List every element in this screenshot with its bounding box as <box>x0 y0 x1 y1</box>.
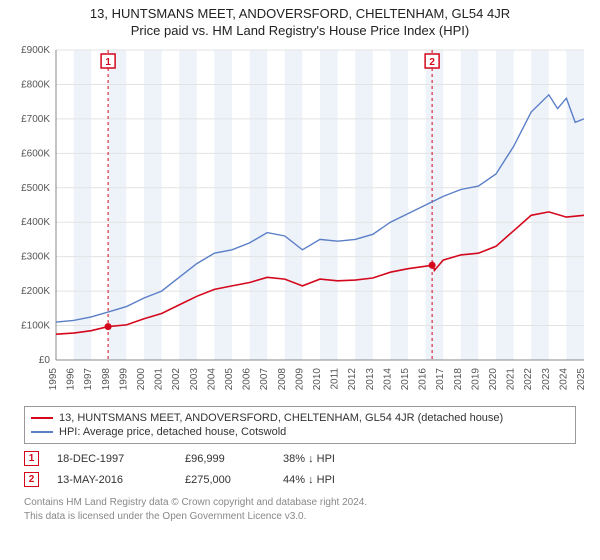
x-tick-label: 2012 <box>347 368 358 391</box>
footer-line1: Contains HM Land Registry data © Crown c… <box>24 496 576 510</box>
legend-row: HPI: Average price, detached house, Cots… <box>31 425 569 439</box>
title-address: 13, HUNTSMANS MEET, ANDOVERSFORD, CHELTE… <box>0 6 600 21</box>
x-tick-label: 2004 <box>206 368 217 391</box>
x-tick-label: 2000 <box>136 368 147 391</box>
sale-marker-number: 2 <box>429 57 435 68</box>
x-tick-label: 1996 <box>66 368 77 391</box>
sale-price: £275,000 <box>185 474 265 486</box>
y-tick-label: £300K <box>21 252 50 263</box>
sale-row-marker: 1 <box>24 451 39 466</box>
y-tick-label: £600K <box>21 148 50 159</box>
legend-label: 13, HUNTSMANS MEET, ANDOVERSFORD, CHELTE… <box>59 412 503 424</box>
x-tick-label: 2025 <box>576 368 587 391</box>
x-tick-label: 2008 <box>277 368 288 391</box>
x-tick-label: 2009 <box>294 368 305 391</box>
legend-row: 13, HUNTSMANS MEET, ANDOVERSFORD, CHELTE… <box>31 411 569 425</box>
x-tick-label: 1998 <box>101 368 112 391</box>
x-tick-label: 2021 <box>506 368 517 391</box>
sale-marker-number: 1 <box>105 57 111 68</box>
y-tick-label: £700K <box>21 114 50 125</box>
x-tick-label: 1997 <box>83 368 94 391</box>
legend-swatch <box>31 417 53 419</box>
legend-label: HPI: Average price, detached house, Cots… <box>59 426 286 438</box>
y-tick-label: £200K <box>21 286 50 297</box>
sale-dot <box>429 262 436 269</box>
sale-row: 1 18-DEC-1997 £96,999 38% ↓ HPI <box>24 448 576 469</box>
sale-row: 2 13-MAY-2016 £275,000 44% ↓ HPI <box>24 469 576 490</box>
x-tick-label: 2002 <box>171 368 182 391</box>
chart-container: 13, HUNTSMANS MEET, ANDOVERSFORD, CHELTE… <box>0 0 600 523</box>
x-tick-label: 2003 <box>189 368 200 391</box>
sale-date: 18-DEC-1997 <box>57 453 167 465</box>
x-tick-label: 1995 <box>48 368 59 391</box>
sale-delta: 38% ↓ HPI <box>283 453 383 465</box>
title-block: 13, HUNTSMANS MEET, ANDOVERSFORD, CHELTE… <box>0 0 600 40</box>
title-subtitle: Price paid vs. HM Land Registry's House … <box>0 23 600 38</box>
x-tick-label: 2022 <box>523 368 534 391</box>
y-tick-label: £500K <box>21 183 50 194</box>
x-tick-label: 2001 <box>154 368 165 391</box>
line-chart-svg: £0 £100K £200K £300K £400K £500K £600K £700K £80… <box>0 40 600 400</box>
sale-price: £96,999 <box>185 453 265 465</box>
x-tick-label: 2017 <box>435 368 446 391</box>
sales-table: 1 18-DEC-1997 £96,999 38% ↓ HPI 2 13-MAY-2016… <box>24 448 576 490</box>
y-tick-label: £800K <box>21 79 50 90</box>
x-tick-label: 2011 <box>330 368 341 390</box>
y-tick-label: £400K <box>21 217 50 228</box>
x-tick-label: 2010 <box>312 368 323 391</box>
sale-dot <box>105 323 112 330</box>
x-tick-label: 2020 <box>488 368 499 391</box>
x-tick-label: 2024 <box>558 368 569 391</box>
x-tick-label: 2023 <box>541 368 552 391</box>
footer-attribution: Contains HM Land Registry data © Crown c… <box>24 496 576 523</box>
legend: 13, HUNTSMANS MEET, ANDOVERSFORD, CHELTE… <box>24 406 576 444</box>
x-tick-label: 2013 <box>365 368 376 391</box>
sale-row-marker: 2 <box>24 472 39 487</box>
legend-swatch <box>31 431 53 433</box>
sale-date: 13-MAY-2016 <box>57 474 167 486</box>
x-tick-label: 2005 <box>224 368 235 391</box>
x-tick-label: 2006 <box>242 368 253 391</box>
y-tick-label: £900K <box>21 45 50 56</box>
footer-line2: This data is licensed under the Open Gov… <box>24 510 576 524</box>
x-tick-label: 2018 <box>453 368 464 391</box>
sale-delta: 44% ↓ HPI <box>283 474 383 486</box>
y-tick-label: £100K <box>21 321 50 332</box>
y-tick-label: £0 <box>39 355 51 366</box>
x-tick-label: 2015 <box>400 368 411 391</box>
x-tick-label: 2016 <box>418 368 429 391</box>
x-tick-label: 1999 <box>118 368 129 391</box>
x-tick-label: 2019 <box>470 368 481 391</box>
chart-area: £0 £100K £200K £300K £400K £500K £600K £700K £80… <box>0 40 600 400</box>
x-tick-label: 2014 <box>382 368 393 391</box>
x-tick-label: 2007 <box>259 368 270 391</box>
